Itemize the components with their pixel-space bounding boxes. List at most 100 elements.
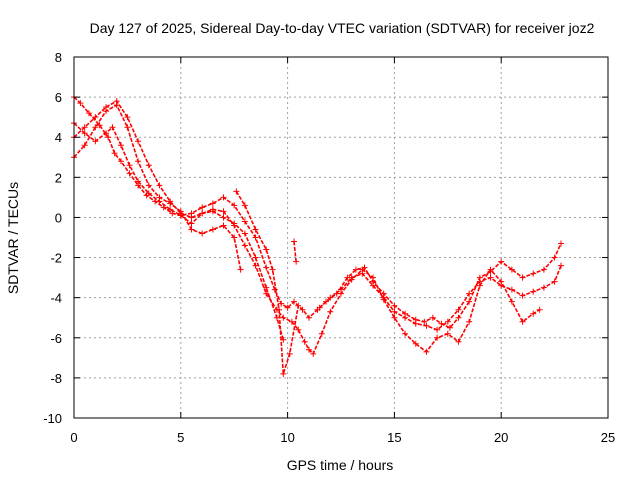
data-point — [263, 284, 270, 291]
y-tick-label: 2 — [55, 170, 62, 185]
data-point — [530, 310, 537, 317]
data-point — [305, 346, 312, 353]
data-point — [109, 124, 116, 131]
data-point — [519, 274, 526, 281]
data-point — [199, 230, 206, 237]
data-point — [135, 158, 142, 165]
data-point — [391, 314, 398, 321]
data-point — [508, 286, 515, 293]
data-point — [466, 318, 473, 325]
data-point — [299, 306, 306, 313]
data-point — [519, 318, 526, 325]
data-point — [359, 270, 366, 277]
data-point — [508, 298, 515, 305]
data-point — [117, 142, 124, 149]
data-point — [316, 304, 323, 311]
x-tick-label: 5 — [177, 430, 184, 445]
data-point — [391, 302, 398, 309]
data-point — [498, 282, 505, 289]
x-axis-ticks: 0 5 10 15 20 25 — [70, 57, 615, 445]
data-point — [126, 170, 133, 177]
data-point — [156, 194, 163, 201]
data-point — [233, 188, 240, 195]
y-axis-label: SDTVAR / TECUs — [5, 182, 21, 294]
x-tick-label: 15 — [387, 430, 401, 445]
data-point — [103, 130, 110, 137]
data-point — [421, 318, 428, 325]
data-point — [519, 292, 526, 299]
data-point — [487, 274, 494, 281]
data-point — [237, 266, 244, 273]
data-point — [444, 318, 451, 325]
data-point — [466, 298, 473, 305]
data-point — [370, 282, 377, 289]
data-point — [85, 110, 92, 117]
y-tick-label: -6 — [50, 331, 62, 346]
data-point — [391, 308, 398, 315]
data-point — [286, 350, 293, 357]
data-point — [338, 286, 344, 293]
data-point — [423, 348, 430, 355]
y-tick-label: 0 — [55, 210, 62, 225]
data-point — [241, 242, 248, 249]
data-point — [284, 304, 291, 311]
data-point — [199, 204, 206, 211]
data-point — [508, 266, 515, 273]
data-point — [124, 114, 131, 121]
data-point — [278, 300, 285, 307]
data-point — [92, 138, 99, 145]
series-arc-2 — [73, 122, 285, 341]
data-point — [113, 98, 120, 105]
data-point — [498, 258, 505, 265]
series-arc-5-markers — [233, 188, 302, 377]
data-point — [252, 254, 259, 261]
data-point — [209, 206, 216, 213]
data-point — [551, 278, 558, 285]
data-point — [446, 324, 453, 331]
data-point — [124, 124, 131, 131]
data-point — [252, 226, 259, 233]
data-point — [293, 258, 300, 265]
data-point — [455, 314, 462, 321]
data-point — [188, 226, 195, 233]
data-point — [263, 246, 270, 253]
data-point — [241, 218, 248, 225]
data-point — [241, 230, 248, 237]
series-arc-3 — [73, 104, 242, 270]
data-point — [103, 104, 110, 111]
data-point — [438, 320, 445, 327]
data-point — [209, 200, 216, 207]
data-point — [220, 208, 227, 215]
data-point — [263, 290, 270, 297]
chart-title: Day 127 of 2025, Sidereal Day-to-day VTE… — [90, 20, 595, 36]
data-point — [156, 182, 163, 189]
data-point — [145, 162, 152, 169]
data-point — [530, 270, 537, 277]
data-point — [241, 202, 248, 209]
y-axis-ticks: -10 -8 -6 -4 -2 0 2 4 6 8 — [43, 50, 608, 426]
x-tick-label: 25 — [601, 430, 615, 445]
data-point — [81, 124, 88, 131]
data-point — [558, 240, 565, 247]
data-point — [199, 210, 206, 217]
data-point — [269, 266, 276, 273]
data-point — [111, 150, 118, 157]
data-point — [231, 202, 238, 209]
data-point — [348, 274, 355, 281]
data-point — [280, 314, 287, 321]
series-arc-1-markers — [71, 94, 565, 331]
y-tick-label: 4 — [55, 130, 62, 145]
data-point — [167, 206, 174, 213]
data-point — [92, 114, 99, 121]
data-point — [276, 306, 283, 313]
series-arc-7-markers — [316, 262, 565, 333]
data-point — [352, 266, 359, 273]
data-point — [444, 330, 451, 337]
series-arc-3-markers — [71, 102, 244, 273]
data-point — [455, 338, 462, 345]
x-tick-label: 10 — [280, 430, 294, 445]
data-point — [487, 266, 494, 273]
x-axis-label: GPS time / hours — [287, 457, 394, 473]
data-point — [327, 308, 334, 315]
data-point — [252, 262, 259, 269]
